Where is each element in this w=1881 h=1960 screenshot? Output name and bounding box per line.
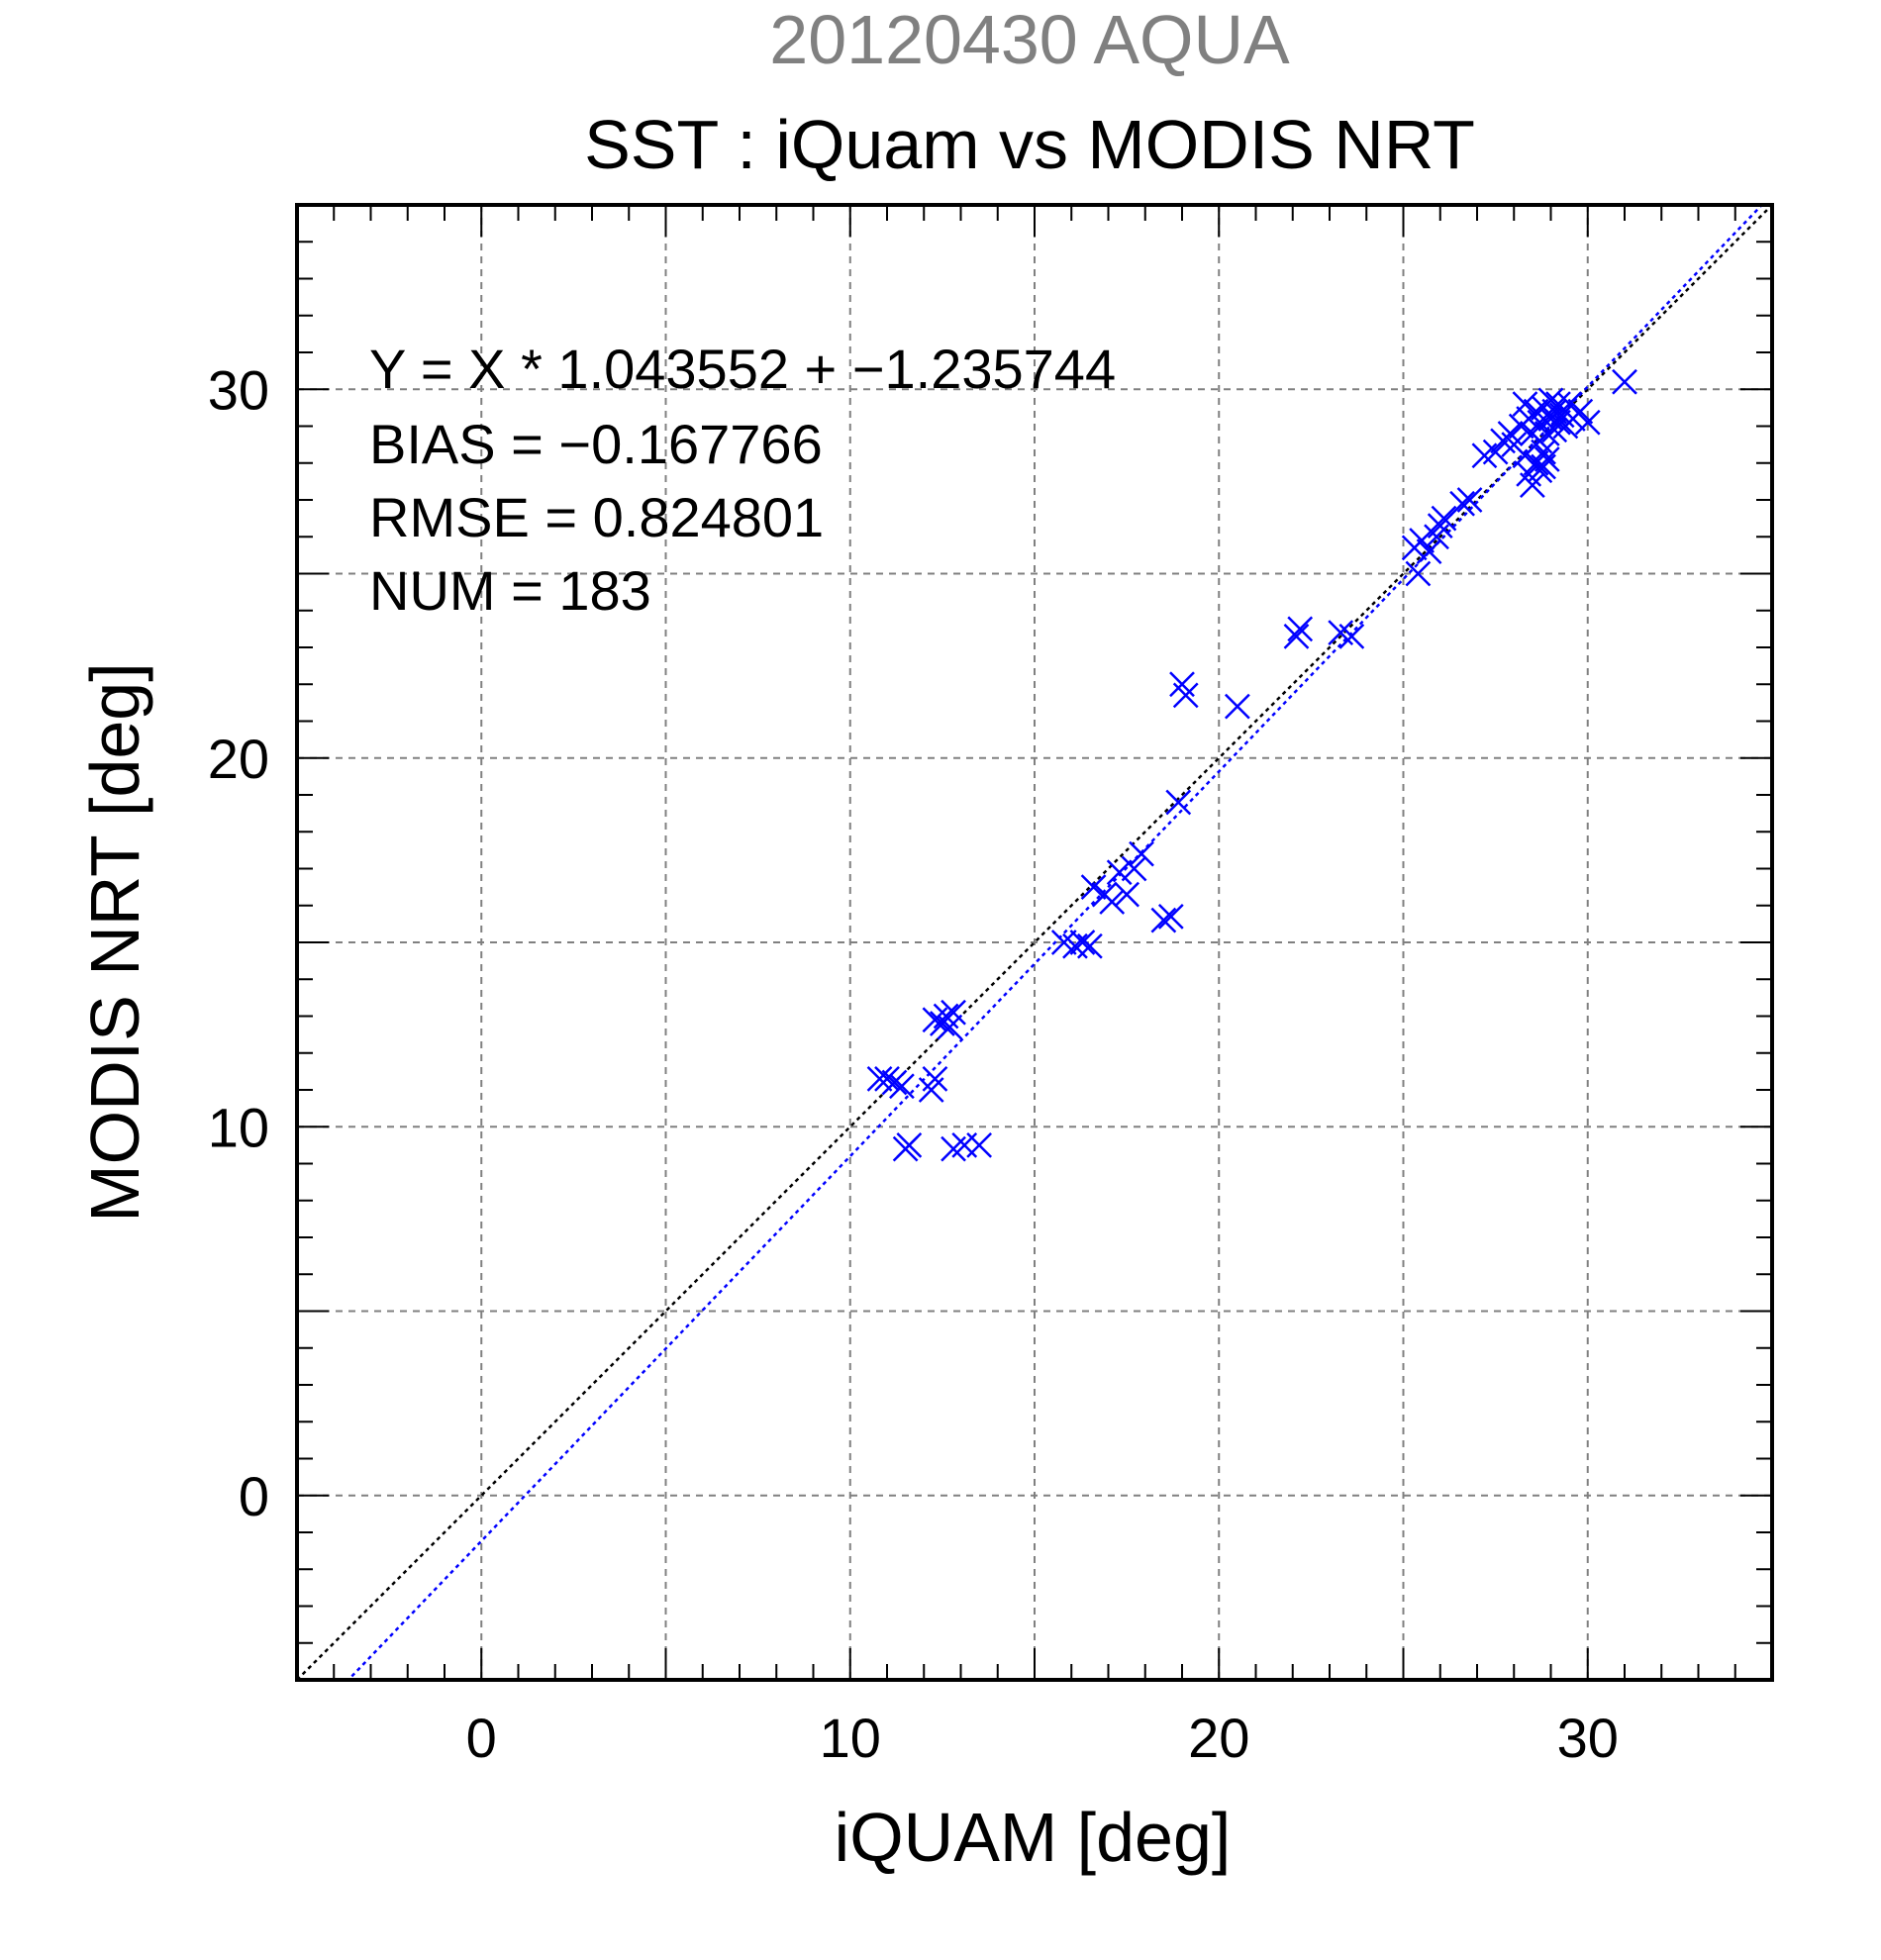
data-point-marker xyxy=(922,1065,948,1092)
data-point-marker xyxy=(1574,409,1601,436)
data-point-marker xyxy=(881,1069,908,1096)
x-tick-label: 10 xyxy=(820,1707,881,1769)
y-tick-label: 30 xyxy=(208,358,269,421)
y-tick-label: 0 xyxy=(239,1465,269,1527)
data-point-marker xyxy=(1106,859,1133,886)
data-point-marker xyxy=(1567,398,1594,425)
data-point-marker xyxy=(1545,409,1571,436)
data-point-marker xyxy=(1224,693,1250,720)
data-point-marker xyxy=(1534,446,1560,472)
num-stat: NUM = 183 xyxy=(369,559,651,622)
data-point-marker xyxy=(1157,904,1184,930)
data-point-marker xyxy=(1069,930,1096,955)
data-point-marker xyxy=(1076,932,1103,959)
rmse-stat: RMSE = 0.824801 xyxy=(369,486,824,548)
x-axis-label: iQUAM [deg] xyxy=(835,1799,1232,1876)
data-point-marker xyxy=(1129,840,1154,867)
data-point-marker xyxy=(940,999,966,1026)
data-point-marker xyxy=(1427,513,1453,539)
x-tick-label: 0 xyxy=(466,1707,497,1769)
data-point-marker xyxy=(896,1131,923,1158)
data-point-marker xyxy=(1612,368,1637,395)
y-tick-label: 20 xyxy=(208,728,269,790)
regression-fit-line xyxy=(346,205,1764,1680)
data-point-marker xyxy=(1405,560,1432,587)
data-point-marker xyxy=(866,1065,893,1092)
chart-date-title: 20120430 AQUA xyxy=(769,1,1290,78)
data-point-marker xyxy=(1150,907,1177,933)
x-tick-label: 20 xyxy=(1188,1707,1249,1769)
data-point-marker xyxy=(1416,539,1442,565)
x-tick-label: 30 xyxy=(1557,1707,1619,1769)
data-point-marker xyxy=(1449,490,1475,517)
data-point-marker xyxy=(1283,623,1310,649)
stats-annotation: Y = X * 1.043552 + −1.235744 BIAS = −0.1… xyxy=(369,338,1116,622)
data-point-marker xyxy=(1409,528,1436,553)
chart-title: SST : iQuam vs MODIS NRT xyxy=(584,106,1475,183)
data-point-marker xyxy=(1456,487,1483,513)
reference-lines xyxy=(297,205,1772,1680)
data-point-marker xyxy=(874,1065,900,1092)
data-point-marker xyxy=(1172,682,1199,709)
y-tick-label: 10 xyxy=(208,1096,269,1158)
data-point-marker xyxy=(1121,855,1147,882)
plot-frame xyxy=(295,203,1774,1682)
bias-stat: BIAS = −0.167766 xyxy=(369,413,823,475)
data-point-marker xyxy=(1431,505,1457,532)
tick-labels: 0 0 10 10 20 20 30 30 xyxy=(208,358,1619,1769)
data-point-marker xyxy=(1287,616,1314,642)
data-point-marker xyxy=(1099,889,1126,915)
data-points xyxy=(866,368,1637,1162)
data-point-marker xyxy=(889,1073,915,1100)
data-point-marker xyxy=(1114,881,1140,908)
data-point-marker xyxy=(1482,439,1509,465)
data-point-marker xyxy=(1512,391,1538,418)
data-point-marker xyxy=(1338,623,1365,649)
grid-lines xyxy=(297,205,1772,1680)
regression-equation: Y = X * 1.043552 + −1.235744 xyxy=(369,338,1116,400)
data-point-marker xyxy=(1080,874,1107,901)
data-point-marker xyxy=(937,1014,963,1040)
y-axis-label: MODIS NRT [deg] xyxy=(76,662,153,1222)
data-point-marker xyxy=(1519,472,1545,498)
data-point-marker xyxy=(966,1131,993,1158)
data-point-marker xyxy=(1165,789,1192,816)
